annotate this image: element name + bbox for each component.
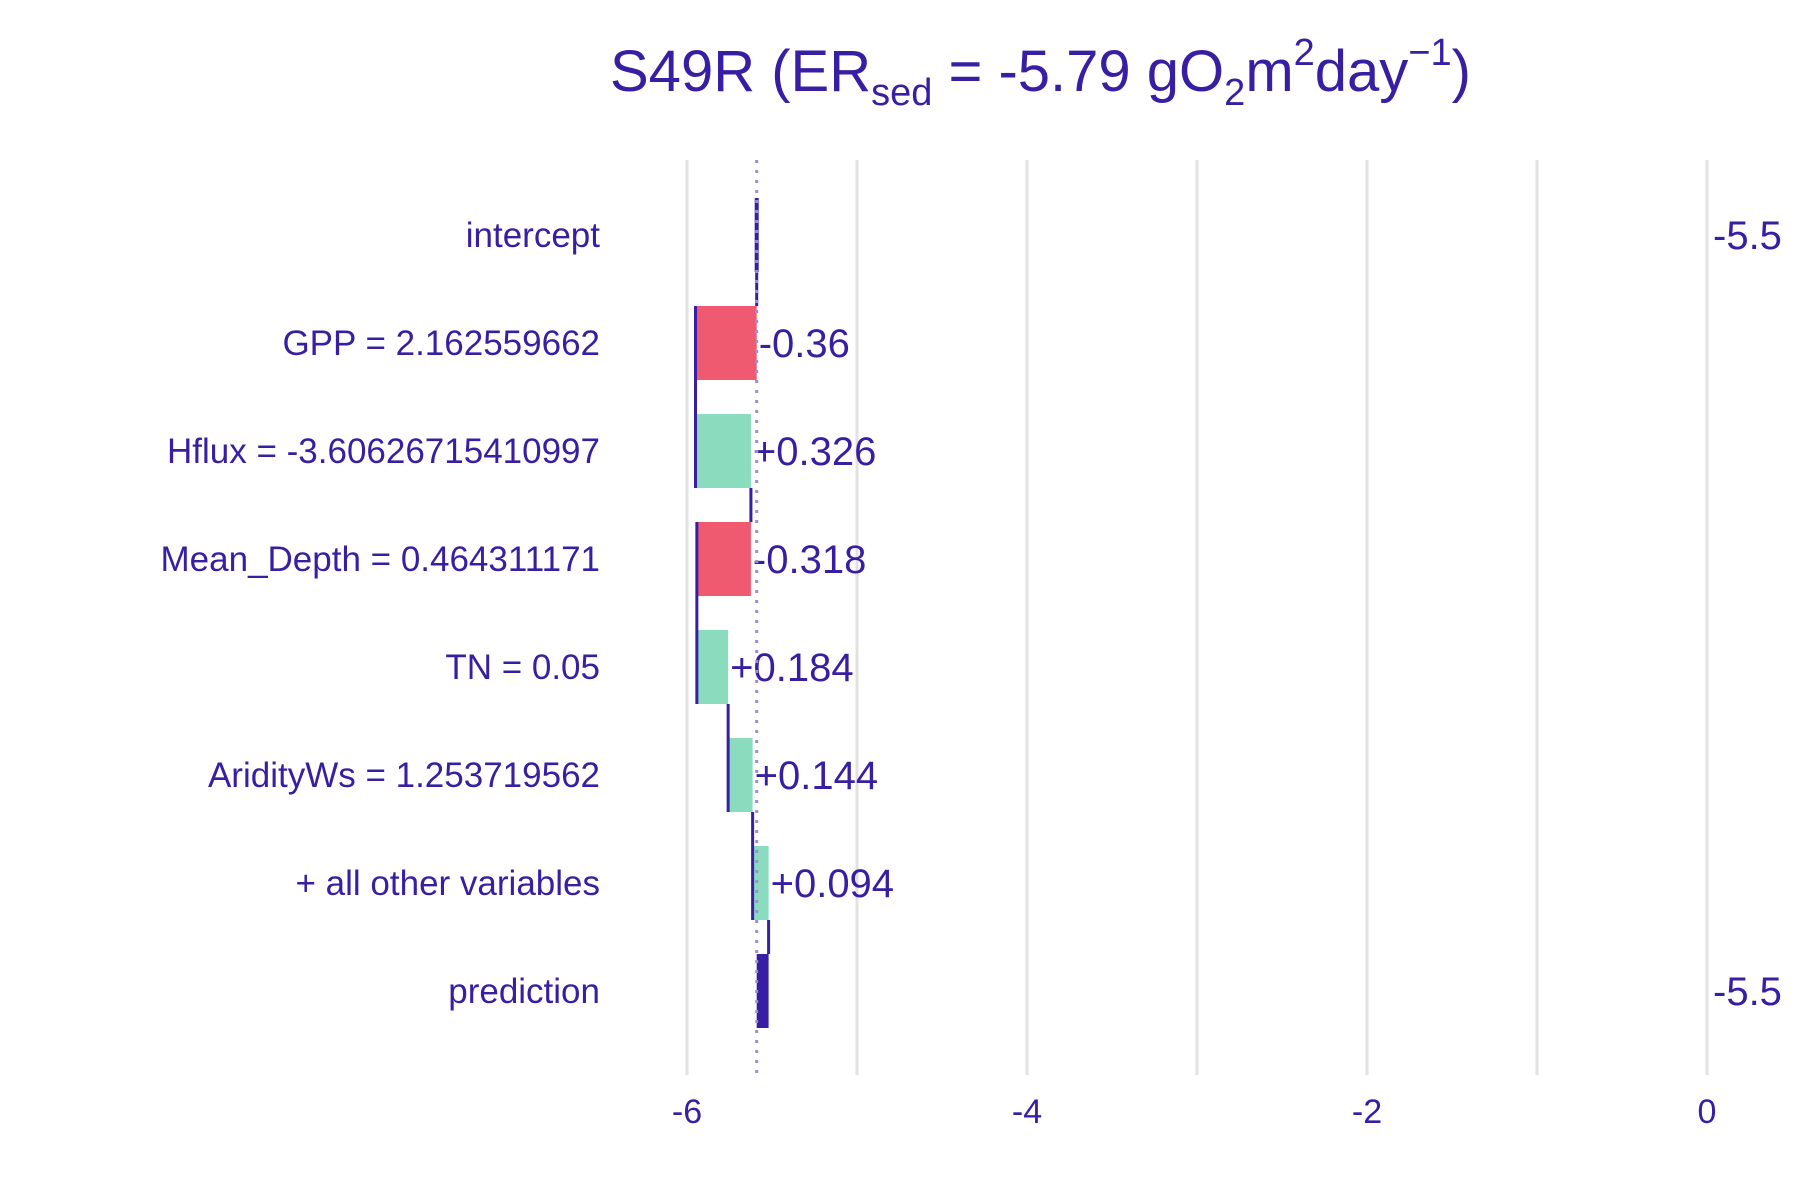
- title-subscript-sed: sed: [871, 72, 933, 114]
- row-label: AridityWs = 1.253719562: [208, 756, 600, 795]
- positive-bar: [728, 738, 753, 812]
- value-label: +0.144: [755, 754, 878, 798]
- row-label: intercept: [466, 216, 601, 255]
- title-prefix: S49R (ER: [610, 39, 872, 104]
- value-label: -0.36: [759, 322, 850, 366]
- chart-title: S49R (ERsed = -5.79 gO2m2day−1): [610, 34, 1471, 112]
- negative-bar: [695, 306, 757, 380]
- value-label: +0.326: [753, 430, 876, 474]
- title-subscript-2: 2: [1224, 72, 1246, 114]
- row-label: GPP = 2.162559662: [282, 324, 600, 363]
- value-label: -0.318: [753, 538, 866, 582]
- x-tick-label: -2: [1352, 1093, 1382, 1131]
- x-tick-label: 0: [1698, 1093, 1717, 1131]
- positive-bar: [752, 846, 769, 920]
- row-label: + all other variables: [296, 864, 600, 903]
- row-label: prediction: [448, 972, 600, 1011]
- positive-bar: [696, 630, 729, 704]
- title-unit-m: m: [1245, 39, 1294, 104]
- title-suffix: ): [1451, 39, 1471, 104]
- title-unit-day: day: [1314, 39, 1409, 104]
- title-equation: = -5.79 gO: [932, 39, 1225, 104]
- x-tick-label: -6: [672, 1093, 702, 1131]
- x-tick-label: -4: [1012, 1093, 1042, 1131]
- value-label: +0.094: [771, 862, 894, 906]
- title-superscript-2: 2: [1293, 32, 1315, 74]
- value-label: -5.5: [1713, 214, 1782, 258]
- value-label: -5.5: [1713, 970, 1782, 1014]
- row-label: Hflux = -3.60626715410997: [167, 432, 600, 471]
- negative-bar: [696, 522, 751, 596]
- row-label: TN = 0.05: [445, 648, 600, 687]
- value-label: +0.184: [730, 646, 853, 690]
- positive-bar: [695, 414, 751, 488]
- title-superscript-minus1: −1: [1408, 32, 1452, 74]
- row-label: Mean_Depth = 0.464311171: [161, 540, 600, 579]
- prediction-bar: [756, 954, 769, 1028]
